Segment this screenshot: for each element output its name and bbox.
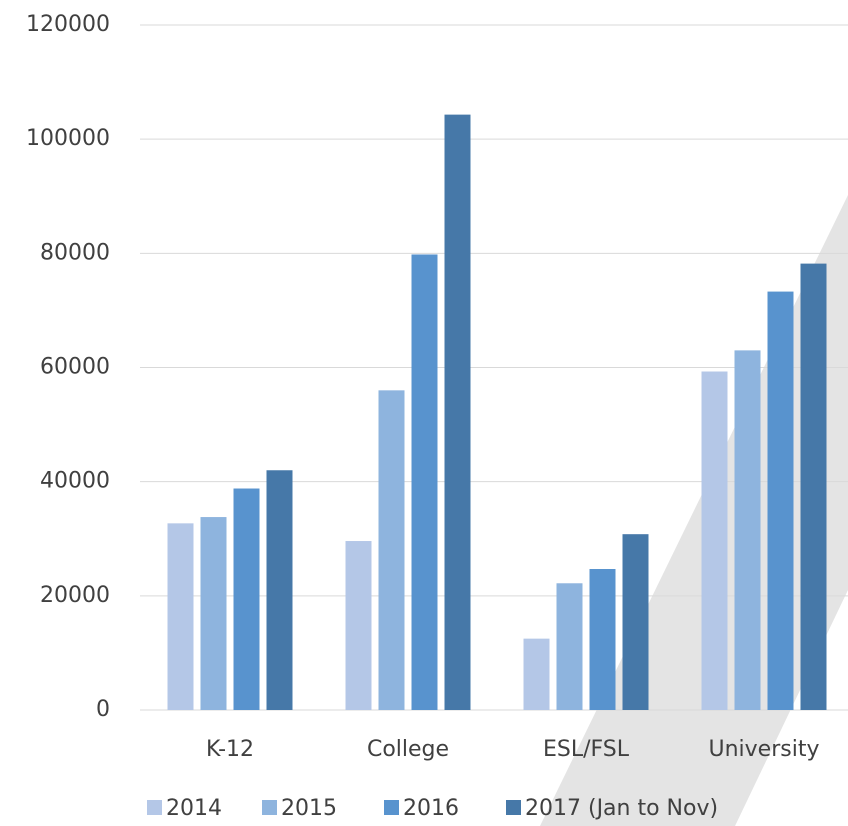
x-tick-label: University	[709, 737, 820, 762]
bar	[167, 523, 194, 710]
y-tick-label: 100000	[26, 126, 110, 151]
bar	[589, 569, 616, 710]
bar	[200, 517, 227, 710]
bar	[556, 583, 583, 710]
legend-swatch	[384, 800, 399, 815]
y-tick-label: 80000	[40, 240, 110, 265]
bar	[622, 534, 649, 710]
bar	[345, 541, 372, 710]
bar	[411, 254, 438, 710]
legend-label: 2015	[281, 796, 337, 821]
x-tick-label: College	[367, 737, 449, 762]
bar	[266, 470, 293, 710]
bar	[800, 263, 827, 710]
legend-label: 2017 (Jan to Nov)	[525, 796, 718, 821]
bar	[767, 291, 794, 710]
y-tick-label: 40000	[40, 469, 110, 494]
bar	[378, 390, 405, 710]
legend-swatch	[147, 800, 162, 815]
y-tick-label: 0	[96, 697, 110, 722]
bar	[444, 114, 471, 710]
legend-swatch	[506, 800, 521, 815]
bar	[734, 350, 761, 710]
bar	[233, 488, 260, 710]
y-tick-label: 120000	[26, 12, 110, 37]
bar	[523, 638, 550, 710]
legend-label: 2016	[403, 796, 459, 821]
legend-label: 2014	[166, 796, 222, 821]
legend-swatch	[262, 800, 277, 815]
y-tick-label: 60000	[40, 355, 110, 380]
x-tick-label: K-12	[206, 737, 254, 762]
x-tick-label: ESL/FSL	[543, 737, 630, 762]
y-tick-label: 20000	[40, 583, 110, 608]
bar	[701, 371, 728, 710]
